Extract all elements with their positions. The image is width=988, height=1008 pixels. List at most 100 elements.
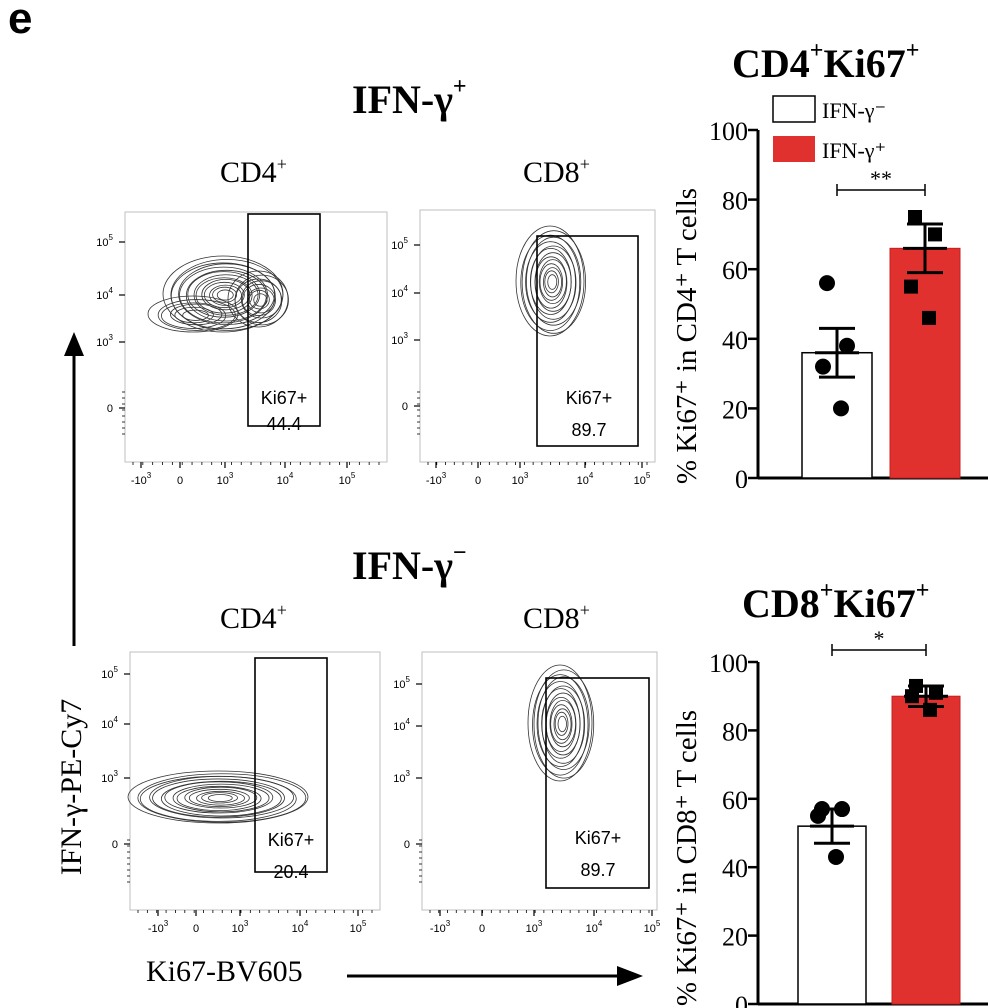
plot-frame <box>421 651 658 911</box>
y-tick-label: 0 <box>735 465 748 488</box>
gate-label: Ki67+ <box>575 828 622 848</box>
x-axis-ticks: -103 0 103 104 105 <box>131 462 380 487</box>
bar-ifn-pos <box>891 695 961 1005</box>
x-axis-ticks: -103 0 103 104 105 <box>426 462 651 487</box>
y-axis: 0 20 40 60 80 100 <box>709 649 988 1008</box>
contour-line <box>176 785 262 811</box>
y-tick-exponent: 3 <box>404 331 409 340</box>
y-tick-label: 100 <box>709 117 748 146</box>
x-tick-exponent: 3 <box>164 919 169 928</box>
contour-line <box>248 289 270 310</box>
contour-line <box>170 303 223 326</box>
y-axis-label: % Ki67⁺ in CD8⁺ T cells <box>671 710 703 1006</box>
contour-line <box>543 267 563 298</box>
x-tick-label: 103 <box>232 919 249 935</box>
gate-label: Ki67+ <box>268 830 315 850</box>
subtitle-cd4-bottom: CD4+ <box>220 600 287 635</box>
contour-line <box>137 773 307 823</box>
x-tick-exponent: 4 <box>598 919 603 928</box>
significance-bracket: * <box>831 628 927 656</box>
contour-line <box>536 681 585 767</box>
x-tick-exponent: 5 <box>656 919 661 928</box>
contour-line <box>201 279 251 311</box>
y-tick-label: 103 <box>96 333 113 349</box>
y-tick-exponent: 5 <box>406 675 411 684</box>
y-axis-ticks: 105 104 103 0 <box>393 675 422 883</box>
contour-line <box>549 699 577 748</box>
y-tick-label: 80 <box>722 187 748 216</box>
x-tick-label: -103 <box>131 471 152 487</box>
y-tick-exponent: 3 <box>109 333 114 342</box>
data-point-circle <box>834 801 850 818</box>
x-tick-label: 105 <box>634 471 651 487</box>
x-tick-exponent: 3 <box>524 471 529 480</box>
legend-label-ifn-pos: IFN-γ⁺ <box>822 138 886 163</box>
x-tick-label: 0 <box>177 475 183 487</box>
flow-x-axis-label: Ki67-BV605 <box>146 955 303 988</box>
x-tick-label: 103 <box>217 471 234 487</box>
y-tick-label: 40 <box>722 326 748 355</box>
contour-line <box>521 230 586 334</box>
flow-plot-cd4-ifn-pos: 105 104 103 0 -103 0 103 104 105 Ki67+ 44.4 <box>96 211 388 487</box>
data-points <box>815 210 942 417</box>
gate-value: 20.4 <box>273 862 308 882</box>
x-tick-label: 103 <box>526 919 543 935</box>
contour-line <box>534 256 568 309</box>
contour-line <box>147 295 239 333</box>
x-tick-label: 105 <box>644 919 661 935</box>
bar-ifn-pos <box>889 247 961 479</box>
legend: IFN-γ⁻ IFN-γ⁺ <box>772 95 886 163</box>
significance-label: ** <box>870 166 892 191</box>
contour-line <box>547 274 558 290</box>
gate-value: 44.4 <box>266 414 301 434</box>
contour-line <box>539 263 564 301</box>
y-tick-label: 104 <box>391 284 408 300</box>
y-tick-label: 0 <box>735 991 748 1008</box>
contour-line <box>557 715 567 733</box>
x-tick-label: 105 <box>339 471 356 487</box>
contour-line <box>212 286 238 303</box>
x-tick-label: 103 <box>512 471 529 487</box>
x-tick-exponent: 4 <box>289 471 294 480</box>
contour-line <box>532 674 589 776</box>
data-point-square <box>923 702 937 717</box>
data-points <box>810 678 943 865</box>
data-point-circle <box>815 358 831 375</box>
y-tick-label: 20 <box>722 923 748 952</box>
subtitle-cd8-top: CD8+ <box>523 154 590 189</box>
y-tick-label: 105 <box>101 665 118 681</box>
contour-density <box>127 770 309 824</box>
x-tick-label: 104 <box>586 919 603 935</box>
legend-swatch-ifn-neg <box>772 95 816 123</box>
y-tick-exponent: 4 <box>109 286 114 295</box>
subtitle-cd4-top: CD4+ <box>220 154 287 189</box>
contour-line <box>179 266 268 324</box>
data-point-square <box>904 279 918 294</box>
contour-density <box>527 664 595 782</box>
contour-line <box>203 281 245 309</box>
data-point-circle <box>828 848 844 865</box>
y-tick-label: 80 <box>722 717 748 746</box>
ki67-gate <box>545 677 650 889</box>
contour-line <box>196 790 245 806</box>
x-tick-exponent: 3 <box>147 471 152 480</box>
significance-bracket: ** <box>836 166 926 196</box>
y-axis-ticks: 105 104 103 0 <box>96 233 125 435</box>
contour-line <box>201 792 239 804</box>
x-tick-exponent: 4 <box>589 471 594 480</box>
x-tick-label: -103 <box>148 919 169 935</box>
contour-line <box>527 664 593 782</box>
x-tick-exponent: 3 <box>229 471 234 480</box>
panel-letter: e <box>8 0 33 43</box>
contour-line <box>127 770 309 824</box>
data-point-circle <box>839 337 855 354</box>
y-tick-exponent: 5 <box>114 665 119 674</box>
contour-line <box>544 270 559 294</box>
ki67-gate <box>247 213 321 427</box>
y-tick-label: 103 <box>393 769 410 785</box>
flow-plot-cd4-ifn-neg: 105 104 103 0 -103 0 103 104 105 Ki67+ 20.4 <box>101 651 381 935</box>
y-tick-label: 105 <box>393 675 410 691</box>
ki67-gate <box>254 657 328 873</box>
x-axis-ticks: -103 0 103 104 105 <box>137 910 373 935</box>
error-bars <box>815 222 947 379</box>
